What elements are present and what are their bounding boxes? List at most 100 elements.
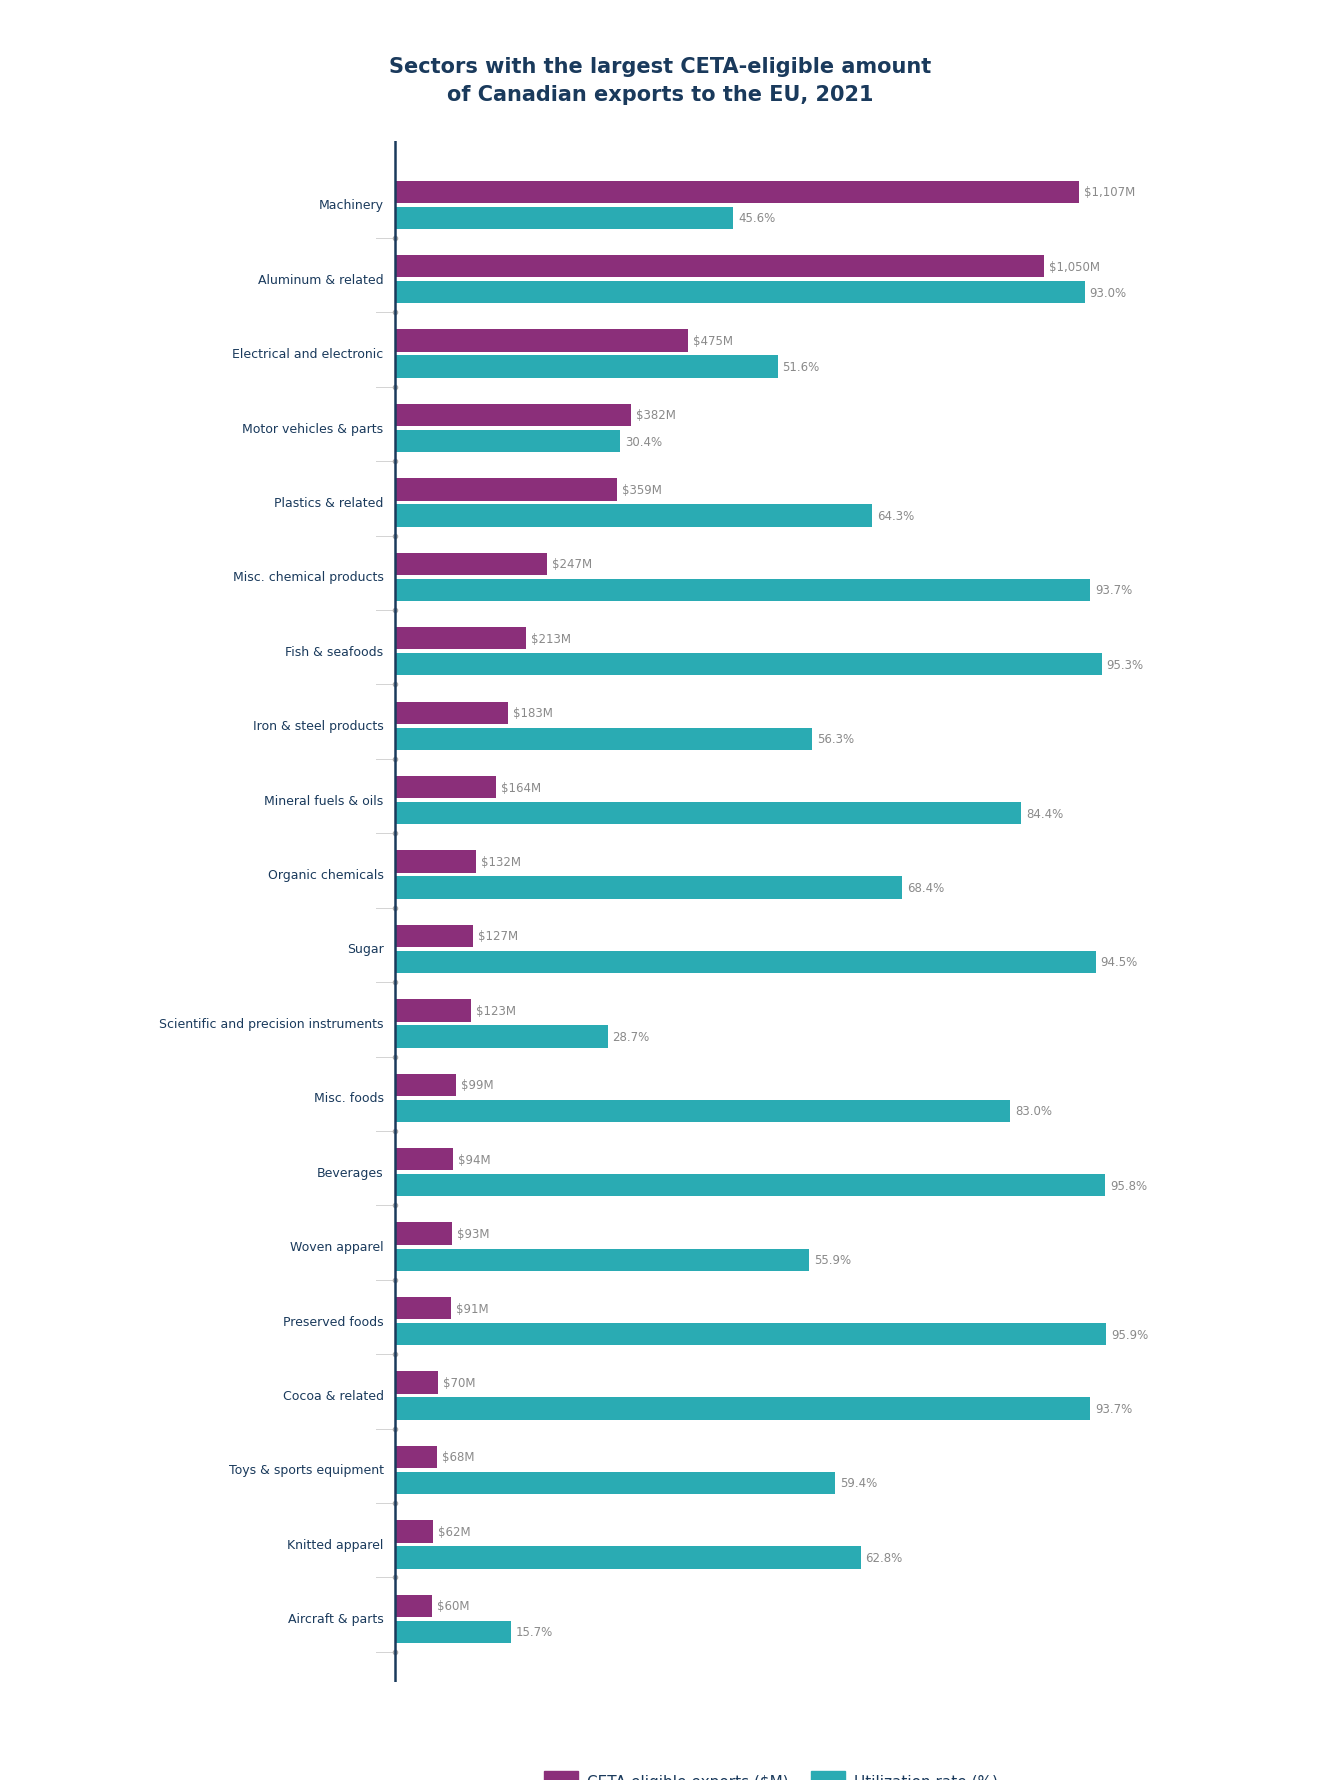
Bar xyxy=(395,580,1090,602)
Text: $70M: $70M xyxy=(444,1376,475,1388)
Bar xyxy=(395,653,1102,676)
Text: 94.5%: 94.5% xyxy=(1101,956,1138,968)
Text: $94M: $94M xyxy=(458,1153,491,1166)
Bar xyxy=(395,506,871,527)
Text: Misc. chemical products: Misc. chemical products xyxy=(232,571,384,584)
Bar xyxy=(395,1472,836,1493)
Bar xyxy=(395,1223,453,1244)
Text: Knitted apparel: Knitted apparel xyxy=(288,1538,384,1550)
Text: Misc. foods: Misc. foods xyxy=(314,1091,384,1105)
Text: $183M: $183M xyxy=(512,707,553,719)
Text: 45.6%: 45.6% xyxy=(738,212,775,224)
Bar xyxy=(395,728,812,751)
Text: Plastics & related: Plastics & related xyxy=(275,497,384,509)
Text: $68M: $68M xyxy=(442,1451,474,1463)
Text: $382M: $382M xyxy=(636,409,676,422)
Text: 62.8%: 62.8% xyxy=(866,1550,903,1565)
Text: 68.4%: 68.4% xyxy=(907,881,944,895)
Bar xyxy=(395,1175,1105,1196)
Bar xyxy=(395,628,527,650)
Text: Motor vehicles & parts: Motor vehicles & parts xyxy=(243,422,384,436)
Bar xyxy=(395,1250,809,1271)
Bar xyxy=(395,182,1078,203)
Bar xyxy=(395,776,496,799)
Text: $1,107M: $1,107M xyxy=(1084,187,1135,199)
Text: Aluminum & related: Aluminum & related xyxy=(257,274,384,287)
Text: 56.3%: 56.3% xyxy=(817,733,854,746)
Bar xyxy=(395,803,1020,824)
Bar xyxy=(395,554,548,575)
Bar xyxy=(395,1323,1106,1346)
Bar xyxy=(395,281,1085,304)
Bar xyxy=(395,479,616,502)
Text: $91M: $91M xyxy=(455,1301,488,1315)
Text: 64.3%: 64.3% xyxy=(876,509,913,523)
Bar xyxy=(395,256,1044,278)
Text: Woven apparel: Woven apparel xyxy=(290,1241,384,1253)
Text: 55.9%: 55.9% xyxy=(814,1253,851,1267)
Text: 83.0%: 83.0% xyxy=(1015,1105,1052,1118)
Text: $127M: $127M xyxy=(478,929,519,943)
Bar xyxy=(395,1622,511,1643)
Bar xyxy=(395,878,902,899)
Bar xyxy=(395,1445,437,1468)
Bar xyxy=(395,1000,471,1022)
Text: $213M: $213M xyxy=(532,632,572,646)
Text: 84.4%: 84.4% xyxy=(1026,806,1063,821)
Text: $164M: $164M xyxy=(502,781,541,794)
Bar xyxy=(395,1100,1010,1123)
Text: $1,050M: $1,050M xyxy=(1049,260,1100,274)
Bar xyxy=(395,1025,607,1048)
Text: Sugar: Sugar xyxy=(347,943,384,956)
Bar xyxy=(395,1595,432,1616)
Text: $247M: $247M xyxy=(552,557,593,571)
Text: Electrical and electronic: Electrical and electronic xyxy=(232,347,384,361)
Bar xyxy=(395,431,620,452)
Bar xyxy=(395,1547,861,1568)
Bar xyxy=(395,331,688,352)
Text: 93.7%: 93.7% xyxy=(1094,1403,1133,1415)
Text: Aircraft & parts: Aircraft & parts xyxy=(288,1613,384,1625)
Text: Mineral fuels & oils: Mineral fuels & oils xyxy=(264,794,384,806)
Bar xyxy=(395,851,477,874)
Text: Preserved foods: Preserved foods xyxy=(282,1315,384,1328)
Text: 95.9%: 95.9% xyxy=(1111,1328,1148,1340)
Text: 59.4%: 59.4% xyxy=(841,1477,878,1490)
Text: Toys & sports equipment: Toys & sports equipment xyxy=(228,1463,384,1477)
Text: 15.7%: 15.7% xyxy=(516,1625,553,1638)
Legend: CETA-eligible exports ($M), Utilization rate (%): CETA-eligible exports ($M), Utilization … xyxy=(544,1771,998,1780)
Text: $93M: $93M xyxy=(457,1228,490,1241)
Bar xyxy=(395,1520,433,1543)
Text: 93.7%: 93.7% xyxy=(1094,584,1133,596)
Text: Organic chemicals: Organic chemicals xyxy=(268,869,384,881)
Text: $62M: $62M xyxy=(438,1525,471,1538)
Text: Iron & steel products: Iron & steel products xyxy=(253,719,384,733)
Bar xyxy=(395,404,631,427)
Bar xyxy=(395,1073,455,1096)
Text: 51.6%: 51.6% xyxy=(783,361,820,374)
Bar xyxy=(395,701,508,724)
Text: Fish & seafoods: Fish & seafoods xyxy=(285,646,384,659)
Text: $60M: $60M xyxy=(437,1600,470,1613)
Text: Cocoa & related: Cocoa & related xyxy=(282,1388,384,1403)
Text: 93.0%: 93.0% xyxy=(1089,287,1127,299)
Text: $359M: $359M xyxy=(622,484,661,497)
Bar xyxy=(395,208,733,230)
Text: 95.3%: 95.3% xyxy=(1106,659,1143,671)
Text: 95.8%: 95.8% xyxy=(1110,1178,1147,1193)
Text: Scientific and precision instruments: Scientific and precision instruments xyxy=(160,1018,384,1031)
Bar xyxy=(395,1148,453,1171)
Text: 30.4%: 30.4% xyxy=(626,436,663,449)
Text: $132M: $132M xyxy=(482,856,521,869)
Bar xyxy=(395,1372,438,1394)
Bar xyxy=(395,1397,1090,1420)
Text: 28.7%: 28.7% xyxy=(612,1031,649,1043)
Text: $99M: $99M xyxy=(461,1079,494,1091)
Text: Sectors with the largest CETA-eligible amount
of Canadian exports to the EU, 202: Sectors with the largest CETA-eligible a… xyxy=(389,57,931,105)
Bar xyxy=(395,1298,451,1319)
Text: $123M: $123M xyxy=(475,1004,516,1018)
Text: Machinery: Machinery xyxy=(318,199,384,212)
Bar xyxy=(395,951,1096,974)
Bar xyxy=(395,926,474,947)
Text: Beverages: Beverages xyxy=(317,1166,384,1178)
